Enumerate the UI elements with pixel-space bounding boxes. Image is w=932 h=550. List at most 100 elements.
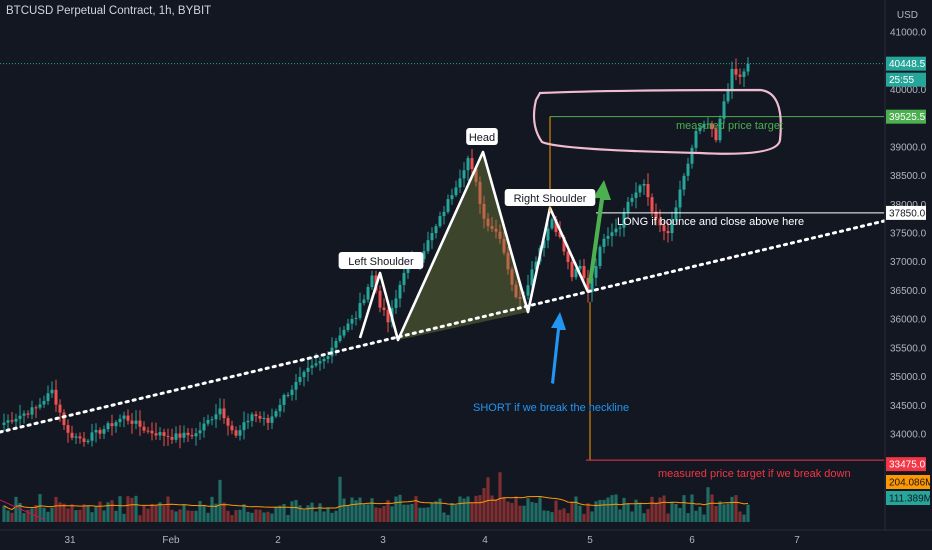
candle-body — [174, 433, 178, 440]
candle-body — [326, 356, 330, 359]
candle-body — [438, 216, 442, 227]
volume-bar — [326, 507, 330, 522]
volume-bar — [386, 500, 390, 522]
price-tick: 38500.0 — [890, 171, 927, 182]
volume-bar — [226, 510, 230, 522]
volume-bar — [286, 514, 290, 522]
price-tag-bg — [886, 109, 926, 124]
volume-bar — [62, 503, 66, 522]
candle-body — [158, 432, 162, 436]
candle-body — [170, 436, 174, 440]
volume-bar — [2, 505, 6, 522]
volume-bar — [170, 509, 174, 522]
candle-body — [678, 189, 682, 208]
volume-bar — [270, 513, 274, 522]
volume-bar — [374, 507, 378, 522]
volume-bar — [518, 505, 522, 522]
volume-bar — [622, 497, 626, 522]
volume-bar — [670, 501, 674, 522]
volume-bar — [686, 513, 690, 522]
candle-body — [78, 436, 82, 439]
price-tag: 25:55 — [889, 75, 914, 86]
volume-tag-bg — [886, 475, 930, 489]
volume-bar — [210, 496, 214, 522]
right-shoulder-label: Right Shoulder — [514, 193, 587, 205]
volume-bar — [70, 504, 74, 522]
volume-bar — [674, 503, 678, 522]
candle-body — [366, 287, 370, 300]
candle-body — [62, 412, 66, 426]
candle-body — [6, 420, 10, 423]
price-tick: 35000.0 — [890, 372, 927, 383]
candle-body — [286, 394, 290, 396]
volume-bar — [738, 511, 742, 522]
volume-bar — [222, 502, 226, 522]
volume-bar — [562, 508, 566, 522]
candle-body — [350, 318, 354, 324]
price-tick: 37500.0 — [890, 229, 927, 240]
neckline-line — [0, 219, 886, 434]
candle-body — [282, 394, 286, 405]
candle-body — [470, 158, 474, 169]
candle-body — [394, 298, 398, 308]
candle-body — [646, 183, 650, 198]
volume-bar — [646, 509, 650, 522]
candle-body — [602, 238, 606, 247]
candle-body — [526, 285, 530, 296]
volume-bar — [570, 501, 574, 522]
candle-body — [498, 231, 502, 239]
volume-bar — [322, 511, 326, 522]
price-tick: 34000.0 — [890, 430, 927, 441]
volume-bar — [630, 511, 634, 522]
candle-body — [346, 323, 350, 330]
volume-bar — [122, 513, 126, 522]
candle-body — [734, 68, 738, 75]
volume-bar — [634, 499, 638, 522]
candle-body — [34, 407, 38, 409]
candle-body — [382, 307, 386, 311]
volume-bar — [266, 511, 270, 522]
volume-bar — [678, 508, 682, 522]
candle-body — [630, 197, 634, 202]
volume-bar — [238, 509, 242, 522]
candle-body — [38, 404, 42, 408]
candle-body — [554, 219, 558, 233]
candle-body — [126, 415, 130, 421]
volume-bar — [294, 499, 298, 522]
candle-body — [486, 218, 490, 227]
volume-bar — [54, 496, 58, 522]
volume-bar — [42, 507, 46, 522]
candle-body — [674, 207, 678, 221]
candle-body — [634, 192, 638, 198]
candle-body — [574, 268, 578, 278]
volume-bar — [538, 497, 542, 522]
price-tag: 39525.5 — [889, 112, 926, 123]
volume-bar — [550, 512, 554, 522]
volume-bar — [650, 496, 654, 522]
volume-bar — [362, 504, 366, 522]
candle-body — [698, 127, 702, 132]
candle-body — [494, 228, 498, 232]
volume-bar — [698, 506, 702, 522]
candle-body — [662, 225, 666, 232]
volume-bar — [146, 508, 150, 522]
candle-body — [666, 231, 670, 234]
volume-bar — [306, 505, 310, 522]
candle-body — [106, 423, 110, 430]
candle-body — [430, 233, 434, 241]
volume-trend-line — [0, 499, 46, 521]
volume-bar — [438, 498, 442, 522]
candle-body — [622, 212, 626, 228]
volume-bar — [514, 496, 518, 522]
volume-bar — [666, 513, 670, 522]
volume-bar — [498, 472, 502, 522]
candle-body — [74, 436, 78, 438]
candle-body — [246, 420, 250, 423]
price-tag-bg — [886, 457, 926, 472]
candle-body — [86, 440, 90, 442]
volume-bar — [350, 497, 354, 522]
candle-body — [742, 71, 746, 77]
price-axis: USD33500.034000.034500.035000.035500.036… — [884, 0, 932, 550]
candle-body — [310, 365, 314, 368]
